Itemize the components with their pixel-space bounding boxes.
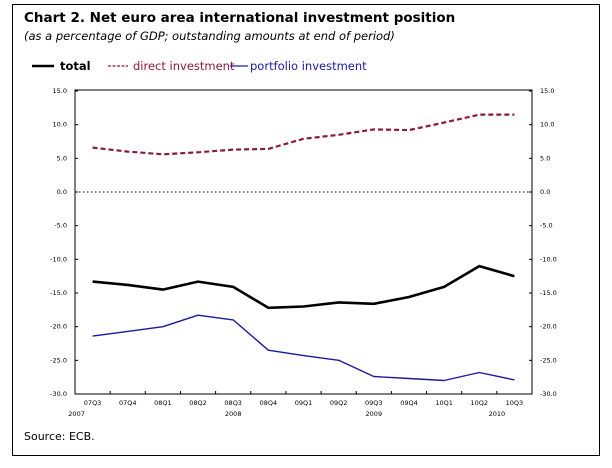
plot-area <box>74 89 533 395</box>
chart-frame <box>12 4 600 456</box>
y-tick-label-left: -25.0 <box>50 356 67 364</box>
x-tick-label: 10Q2 <box>471 399 489 407</box>
y-tick-label-right: 0.0 <box>540 188 550 196</box>
x-tick-label: 08Q2 <box>189 399 207 407</box>
y-tick-label-right: -30.0 <box>540 390 557 398</box>
y-tick-label-right: -20.0 <box>540 323 557 331</box>
y-tick-label-left: -15.0 <box>50 289 67 297</box>
x-year-label: 2007 <box>68 410 85 418</box>
x-tick-label: 08Q4 <box>260 399 278 407</box>
x-tick-label: 08Q3 <box>224 399 242 407</box>
x-tick-label: 07Q4 <box>119 399 137 407</box>
y-tick-label-left: -5.0 <box>54 222 67 230</box>
series-line-direct-investment <box>92 113 515 156</box>
y-tick-label-left: -20.0 <box>50 323 67 331</box>
y-tick-label-right: -25.0 <box>540 356 557 364</box>
chart-title: Chart 2. Net euro area international inv… <box>24 10 456 26</box>
x-tick-label: 07Q3 <box>84 399 102 407</box>
legend-label: total <box>60 59 91 73</box>
y-tick-label-right: 10.0 <box>540 121 554 129</box>
y-tick-label-left: 5.0 <box>57 154 67 162</box>
y-tick-label-right: -15.0 <box>540 289 557 297</box>
y-tick-label-right: -10.0 <box>540 255 557 263</box>
y-tick-label-left: 15.0 <box>53 87 67 95</box>
legend-label: portfolio investment <box>250 59 367 73</box>
y-tick-label-right: 5.0 <box>540 154 550 162</box>
x-year-label: 2008 <box>225 410 242 418</box>
y-tick-label-right: 15.0 <box>540 87 554 95</box>
x-tick-label: 09Q4 <box>400 399 418 407</box>
x-tick-label: 09Q2 <box>330 399 348 407</box>
chart-subtitle: (as a percentage of GDP; outstanding amo… <box>24 29 395 43</box>
source-note: Source: ECB. <box>24 430 95 443</box>
x-tick-label: 10Q3 <box>506 399 524 407</box>
y-tick-label-left: 0.0 <box>57 188 67 196</box>
series-line-total <box>92 264 515 310</box>
series-line-portfolio-investment <box>92 314 515 382</box>
x-year-label: 2009 <box>366 410 383 418</box>
x-tick-label: 08Q1 <box>154 399 172 407</box>
y-tick-label-left: 10.0 <box>53 121 67 129</box>
legend-label: direct investment <box>133 59 235 73</box>
x-tick-label: 09Q3 <box>365 399 383 407</box>
y-tick-label-left: -10.0 <box>50 255 67 263</box>
y-tick-label-right: -5.0 <box>540 222 553 230</box>
x-tick-label: 10Q1 <box>435 399 453 407</box>
y-tick-label-left: -30.0 <box>50 390 67 398</box>
x-year-label: 2010 <box>489 410 506 418</box>
x-tick-label: 09Q1 <box>295 399 313 407</box>
